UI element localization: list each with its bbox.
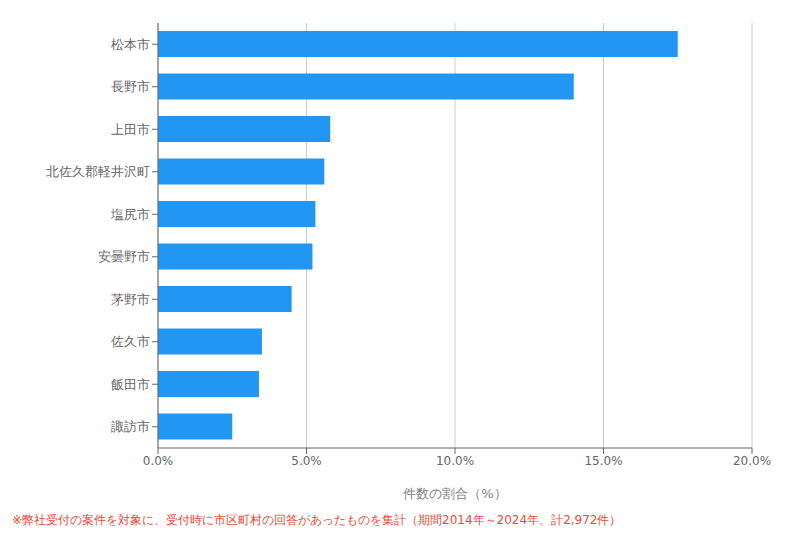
html-text:※弊社受付の案件を対象に、受付時に市区町村の回答があったもの: ※弊社受付の案件を対象に、受付時に市区町村の回答があったものを集計（期間2014… [12, 513, 622, 527]
svg-text:諏訪市: 諏訪市 [111, 419, 150, 434]
svg-text:上田市: 上田市 [111, 122, 150, 137]
svg-text:長野市: 長野市 [111, 79, 150, 94]
svg-text:茅野市: 茅野市 [111, 292, 150, 307]
svg-text:件数の割合（%）: 件数の割合（%） [403, 486, 506, 501]
svg-text:松本市: 松本市 [111, 37, 150, 52]
svg-text:5.0%: 5.0% [291, 454, 322, 468]
svg-text:20.0%: 20.0% [733, 454, 771, 468]
svg-text:佐久市: 佐久市 [111, 334, 150, 349]
svg-text:10.0%: 10.0% [436, 454, 474, 468]
svg-text:0.0%: 0.0% [143, 454, 174, 468]
svg-text:北佐久郡軽井沢町: 北佐久郡軽井沢町 [46, 164, 150, 179]
svg-text:安曇野市: 安曇野市 [98, 249, 150, 264]
svg-text:塩尻市: 塩尻市 [110, 207, 150, 222]
svg-text:15.0%: 15.0% [584, 454, 622, 468]
svg-text:飯田市: 飯田市 [111, 377, 150, 392]
